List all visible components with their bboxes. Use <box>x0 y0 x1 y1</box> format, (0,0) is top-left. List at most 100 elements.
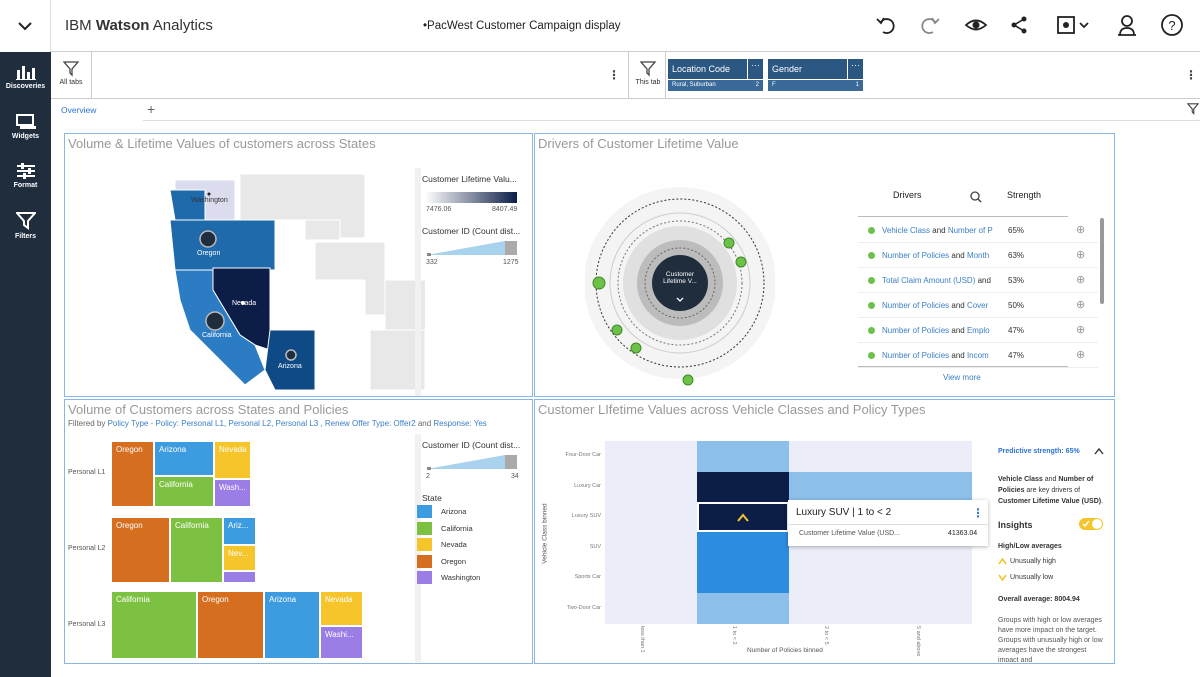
insight-var-2: Number of Policies <box>998 476 1094 494</box>
treemap-cell[interactable]: Wash... <box>214 479 251 507</box>
tooltip-menu-icon[interactable]: ⋮ <box>972 506 984 520</box>
legend-item[interactable]: Washington <box>417 571 527 585</box>
more-options-icon[interactable]: ⋮ <box>608 68 620 82</box>
driver-name[interactable]: Total Claim Amount (USD) and <box>882 276 1004 285</box>
treemap-cell[interactable]: Arizona <box>264 591 320 659</box>
rail-format[interactable]: Format <box>0 163 51 189</box>
collapse-button[interactable] <box>0 0 51 52</box>
filter-chip-location-code[interactable]: Location Code ··· Rural, Suburban 2 <box>668 59 763 91</box>
treemap-cell[interactable]: Oregon <box>197 591 264 659</box>
user-button[interactable] <box>1115 13 1139 37</box>
treemap-cell[interactable]: California <box>154 476 214 507</box>
filter-chip-gender[interactable]: Gender ··· F 1 <box>768 59 863 91</box>
drivers-panel[interactable]: Drivers of Customer Lifetime Value Custo… <box>534 133 1115 397</box>
treemap-cell[interactable]: Nevada <box>214 441 251 479</box>
screenshot-icon <box>1057 16 1089 34</box>
more-options-icon[interactable]: ⋮ <box>1185 68 1197 82</box>
add-driver-icon[interactable]: ⊕ <box>1076 299 1086 311</box>
capture-menu-button[interactable] <box>1055 13 1091 37</box>
subtitle-response[interactable]: Response: Yes <box>433 419 487 428</box>
this-tab-filter-button[interactable]: This tab <box>628 61 668 86</box>
spiral-visualization[interactable] <box>585 170 775 396</box>
scrollbar[interactable] <box>1100 218 1104 304</box>
treemap-cell[interactable]: Nevada <box>320 591 363 626</box>
driver-name[interactable]: Number of Policies and Incom <box>882 351 1004 360</box>
add-driver-icon[interactable]: ⊕ <box>1076 274 1086 286</box>
panel-title: Volume & Lifetime Values of customers ac… <box>68 136 376 151</box>
chip-menu-icon[interactable]: ··· <box>747 59 763 79</box>
share-button[interactable] <box>1007 13 1031 37</box>
tab-overview[interactable]: Overview <box>51 99 143 121</box>
driver-row[interactable]: Number of Policies and Incom 47% ⊕ <box>858 343 1098 368</box>
treemap-cell[interactable]: Ariz... <box>223 517 256 545</box>
spiral-center-label[interactable]: Customer Lifetime V... <box>655 271 705 285</box>
undo-button[interactable] <box>874 13 898 37</box>
add-driver-icon[interactable]: ⊕ <box>1076 249 1086 261</box>
heatmap-cell-selected[interactable] <box>697 502 789 532</box>
heatmap-cell[interactable] <box>697 472 789 502</box>
driver-name[interactable]: Number of Policies and Emplo <box>882 326 1004 335</box>
heatmap-panel[interactable]: Customer LIfetime Values across Vehicle … <box>534 399 1115 664</box>
rail-filters[interactable]: Filters <box>0 212 51 240</box>
divider <box>858 216 1068 217</box>
treemap-cell[interactable]: Oregon <box>111 441 154 507</box>
subtitle-policy[interactable]: Policy Type - Policy: Personal L1, Perso… <box>107 419 319 428</box>
preview-button[interactable] <box>964 13 988 37</box>
legend-count-min: 332 <box>426 259 438 266</box>
heatmap-cell[interactable] <box>697 532 789 563</box>
map-panel[interactable]: Volume & Lifetime Values of customers ac… <box>64 133 533 397</box>
legend-item[interactable]: Oregon <box>417 554 527 569</box>
driver-row[interactable]: Number of Policies and Month 63% ⊕ <box>858 243 1098 268</box>
row-label-l2: Personal L2 <box>68 545 106 552</box>
driver-name[interactable]: Number of Policies and Cover <box>882 301 1004 310</box>
chip-menu-icon[interactable]: ··· <box>847 59 863 79</box>
legend-item[interactable]: California <box>417 521 527 536</box>
treemap-cell[interactable]: Washi... <box>320 626 363 659</box>
heatmap-cell[interactable] <box>789 472 972 502</box>
legend-count-wedge <box>427 455 517 470</box>
insights-toggle[interactable] <box>1079 518 1103 530</box>
treemap-panel[interactable]: Volume of Customers across States and Po… <box>64 399 533 664</box>
legend-item[interactable]: Nevada <box>417 538 527 552</box>
rail-widgets[interactable]: Widgets <box>0 114 51 140</box>
driver-strength: 53% <box>1008 276 1025 285</box>
heatmap-cell[interactable] <box>697 593 789 624</box>
treemap-cell[interactable] <box>223 571 256 583</box>
legend-label: Washington <box>441 573 481 582</box>
map-label-california: California <box>202 332 232 339</box>
driver-row[interactable]: Vehicle Class and Number of P 65% ⊕ <box>858 218 1098 243</box>
treemap-cell[interactable]: California <box>170 517 223 583</box>
driver-row[interactable]: Number of Policies and Emplo 47% ⊕ <box>858 318 1098 343</box>
legend-item[interactable]: Arizona <box>417 505 527 519</box>
search-icon[interactable] <box>970 191 982 203</box>
predictive-strength[interactable]: Predictive strength: 65% <box>998 448 1080 455</box>
driver-name[interactable]: Number of Policies and Month <box>882 251 1004 260</box>
add-driver-icon[interactable]: ⊕ <box>1076 349 1086 361</box>
rail-discoveries[interactable]: Discoveries <box>0 64 51 90</box>
treemap-cell[interactable]: California <box>111 591 197 659</box>
legend-label: Oregon <box>441 556 467 566</box>
chevron-up-icon[interactable] <box>1094 447 1104 455</box>
driver-row[interactable]: Number of Policies and Cover 50% ⊕ <box>858 293 1098 318</box>
subtitle-offer[interactable]: , Renew Offer Type: Offer2 <box>318 419 416 428</box>
x-axis-title: Number of Policies binned <box>747 647 823 654</box>
insight-target: Customer Lifetime Value (USD) <box>998 498 1102 505</box>
map-label-nevada: Nevada <box>232 300 257 307</box>
add-driver-icon[interactable]: ⊕ <box>1076 324 1086 336</box>
bubble-california <box>205 311 225 331</box>
funnel-icon[interactable] <box>1187 103 1199 115</box>
heatmap-cell[interactable] <box>697 563 789 593</box>
redo-button[interactable] <box>918 13 942 37</box>
driver-row[interactable]: Total Claim Amount (USD) and 53% ⊕ <box>858 268 1098 293</box>
help-button[interactable]: ? <box>1160 13 1184 37</box>
treemap-cell[interactable]: Oregon <box>111 517 170 583</box>
add-tab-button[interactable]: + <box>147 101 156 117</box>
heatmap-cell[interactable] <box>697 441 789 472</box>
driver-name[interactable]: Vehicle Class and Number of P <box>882 226 1004 235</box>
view-more-link[interactable]: View more <box>943 373 981 382</box>
driver-join: and <box>949 301 967 310</box>
treemap-cell[interactable]: Nev... <box>223 545 256 571</box>
all-tabs-filter-button[interactable]: All tabs <box>51 61 91 86</box>
add-driver-icon[interactable]: ⊕ <box>1076 224 1086 236</box>
treemap-cell[interactable]: Arizona <box>154 441 214 476</box>
